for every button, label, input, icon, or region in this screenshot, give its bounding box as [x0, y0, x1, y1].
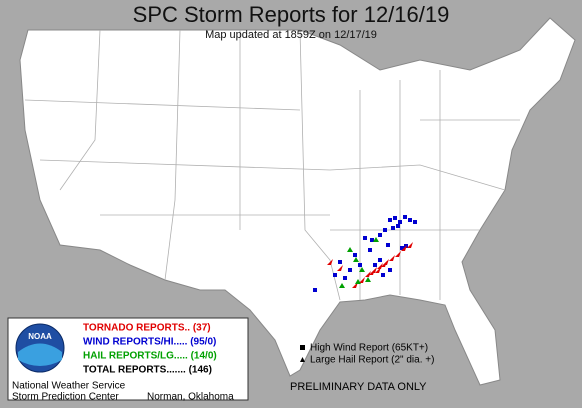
title: SPC Storm Reports for 12/16/19 — [133, 2, 450, 27]
logo-text: NOAA — [28, 332, 52, 341]
report-marker — [358, 263, 362, 267]
report-marker — [338, 260, 342, 264]
hail-symbol — [300, 357, 305, 362]
legend-hail: HAIL REPORTS/LG..... (14/0) — [83, 351, 217, 362]
report-marker — [378, 258, 382, 262]
report-marker — [369, 269, 375, 275]
state-lines — [24, 29, 520, 301]
report-marker — [381, 273, 385, 277]
report-marker — [388, 218, 392, 222]
legend-wind: WIND REPORTS/HI..... (95/0) — [83, 337, 216, 348]
report-marker — [400, 246, 404, 250]
report-marker — [333, 273, 337, 277]
report-marker — [355, 279, 361, 284]
report-marker — [363, 236, 367, 240]
report-marker — [313, 288, 317, 292]
report-marker — [377, 263, 383, 269]
footer-center: Storm Prediction Center — [12, 392, 119, 403]
report-marker — [388, 268, 392, 272]
report-marker — [365, 277, 371, 282]
report-marker — [327, 259, 333, 265]
symbol-hail: Large Hail Report (2" dia. +) — [310, 355, 434, 366]
legend-tornado: TORNADO REPORTS.. (37) — [83, 323, 211, 334]
report-marker — [347, 247, 353, 252]
report-marker — [359, 277, 365, 283]
report-marker — [407, 242, 413, 248]
report-marker — [337, 265, 343, 271]
report-marker — [339, 283, 345, 288]
logo-wave — [18, 343, 62, 366]
report-marker — [368, 248, 372, 252]
report-marker — [353, 253, 357, 257]
report-marker — [378, 233, 382, 237]
report-marker — [408, 218, 412, 222]
report-marker — [370, 238, 374, 242]
subtitle: Map updated at 1859Z on 12/17/19 — [205, 29, 377, 41]
report-marker — [401, 245, 407, 251]
report-marker — [359, 267, 365, 272]
report-markers — [313, 215, 417, 292]
report-marker — [383, 228, 387, 232]
report-marker — [391, 226, 395, 230]
report-marker — [365, 271, 371, 277]
footer-agency: National Weather Service — [12, 381, 126, 392]
report-marker — [398, 220, 402, 224]
report-marker — [375, 267, 381, 273]
report-marker — [389, 255, 395, 261]
legend-total: TOTAL REPORTS....... (146) — [83, 365, 212, 376]
report-marker — [393, 216, 397, 220]
footer-location: Norman, Oklahoma — [147, 392, 234, 403]
report-marker — [386, 243, 390, 247]
report-marker — [343, 276, 347, 280]
us-land — [19, 17, 576, 386]
report-marker — [348, 268, 352, 272]
report-marker — [373, 263, 377, 267]
report-marker — [395, 251, 401, 257]
report-marker — [396, 224, 400, 228]
wind-symbol — [300, 345, 305, 350]
report-marker — [353, 257, 359, 262]
symbol-wind: High Wind Report (65KT+) — [310, 343, 428, 354]
report-marker — [413, 220, 417, 224]
report-marker — [373, 237, 379, 242]
report-marker — [403, 215, 407, 219]
report-marker — [381, 261, 387, 267]
note: PRELIMINARY DATA ONLY — [290, 381, 427, 393]
